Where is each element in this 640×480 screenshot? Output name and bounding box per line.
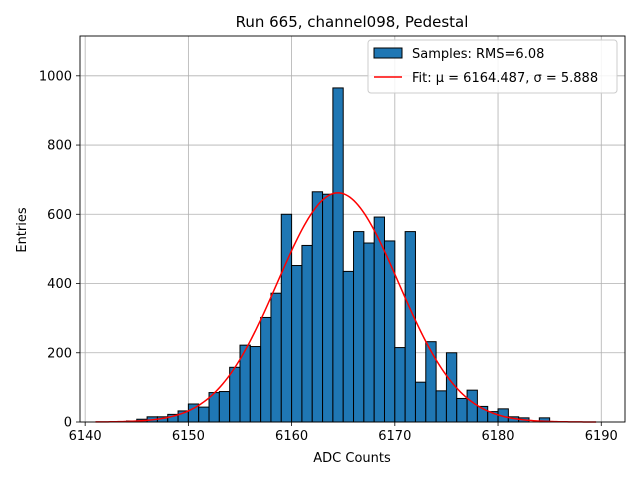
histogram-bar [363, 242, 375, 423]
x-axis-label: ADC Counts [313, 451, 391, 466]
legend-samples-swatch [373, 47, 403, 59]
fit-curve [95, 192, 597, 423]
x-tick-label: 6140 [69, 429, 102, 444]
y-tick-label: 200 [47, 346, 72, 361]
y-tick-label: 0 [64, 416, 72, 431]
x-tick-label: 6190 [585, 429, 618, 444]
histogram-bar [404, 231, 416, 423]
histogram-bar [394, 347, 406, 423]
legend: Samples: RMS=6.08 Fit: μ = 6164.487, σ =… [367, 39, 618, 94]
histogram-bar [301, 244, 313, 423]
histogram-bar [218, 391, 231, 423]
plot-frame [79, 35, 626, 423]
legend-box [367, 39, 618, 94]
histogram-bars [125, 87, 551, 423]
histogram-bar [229, 366, 241, 423]
x-tick-label: 6170 [378, 429, 411, 444]
y-tick-label: 800 [47, 139, 72, 154]
histogram-bar [332, 87, 344, 423]
histogram-bar [383, 240, 396, 423]
histogram-bar [311, 191, 324, 423]
legend-samples-label: Samples: RMS=6.08 [412, 47, 544, 62]
axis-ticks: 6140 6150 6160 6170 6180 6190 0 200 400 600 800 100… [39, 69, 618, 444]
histogram-bar [260, 316, 272, 423]
y-tick-label: 400 [47, 277, 72, 292]
histogram-bar [280, 213, 293, 423]
y-axis-label: Entries [15, 207, 30, 253]
histogram-bar [414, 381, 427, 423]
chart-title: Run 665, channel098, Pedestal [236, 13, 469, 31]
histogram-bar [456, 397, 468, 423]
x-tick-label: 6180 [481, 429, 514, 444]
y-tick-label: 600 [47, 208, 72, 223]
histogram-bar [342, 270, 355, 423]
histogram-bar [435, 390, 447, 423]
y-tick-label: 1000 [39, 69, 72, 84]
legend-fit-label: Fit: μ = 6164.487, σ = 5.888 [412, 71, 598, 86]
x-tick-label: 6160 [275, 429, 308, 444]
x-tick-label: 6150 [172, 429, 205, 444]
histogram-bar [425, 341, 437, 423]
histogram-bar [322, 193, 334, 423]
histogram-bar [270, 292, 282, 423]
histogram-bar [291, 265, 303, 423]
histogram-bar [198, 406, 210, 423]
histogram-bar [466, 389, 478, 423]
histogram-bar [353, 231, 365, 423]
histogram-bar [249, 346, 262, 423]
